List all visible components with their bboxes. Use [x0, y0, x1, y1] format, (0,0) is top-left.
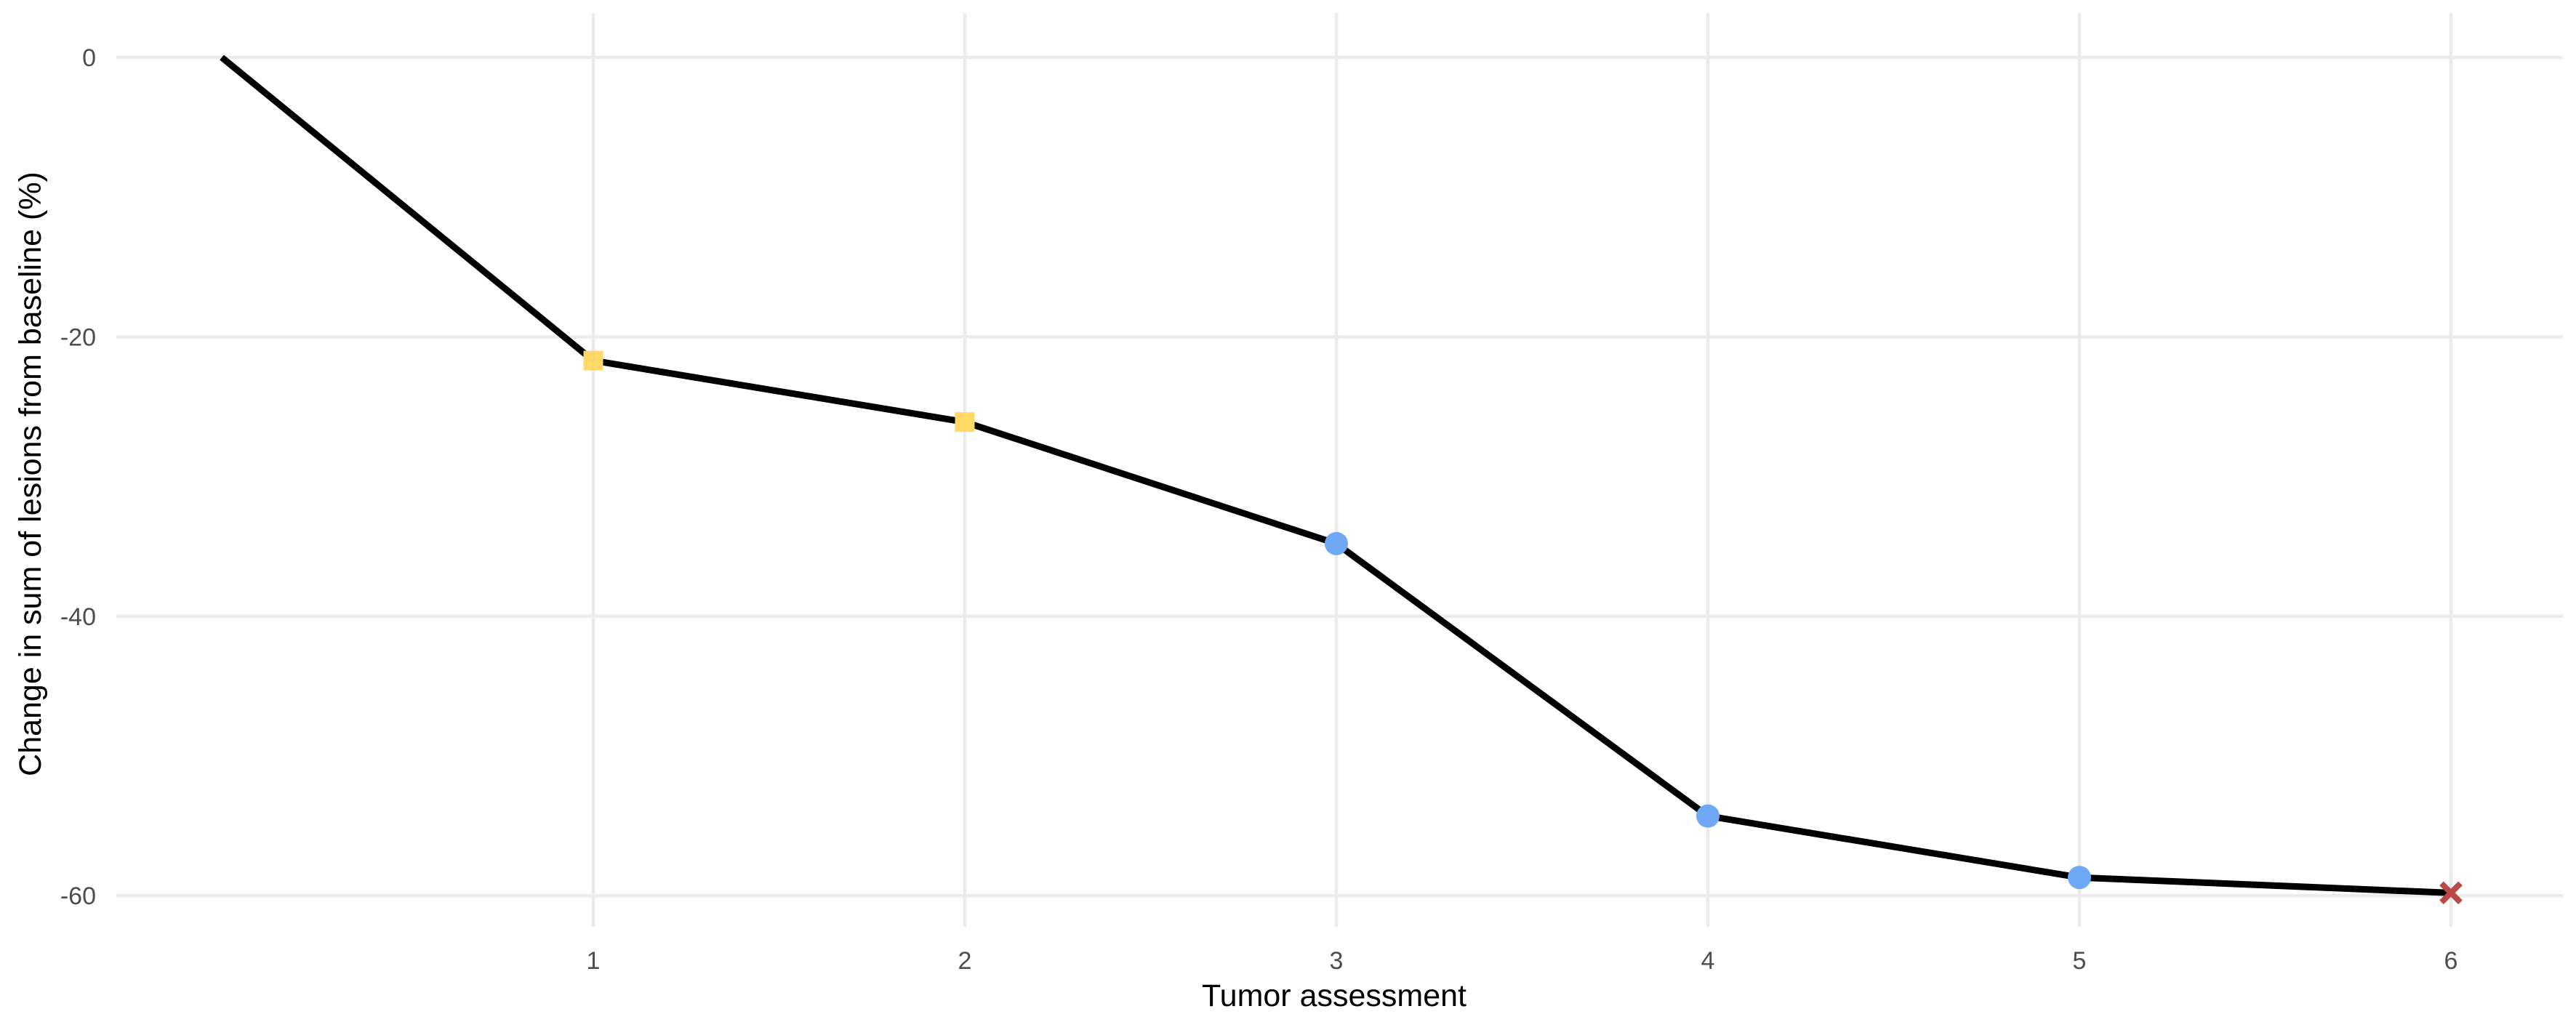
x-tick-label: 3 — [1330, 947, 1344, 975]
y-tick-label: -20 — [60, 323, 96, 351]
grid — [116, 13, 2563, 927]
x-tick-label: 2 — [958, 947, 972, 975]
circle-marker — [1325, 531, 1348, 555]
circle-marker — [1696, 804, 1720, 828]
x-axis-title: Tumor assessment — [1202, 978, 1466, 1013]
x-tick-label: 1 — [587, 947, 601, 975]
x-tick-label: 5 — [2073, 947, 2087, 975]
markers — [583, 350, 2463, 905]
square-marker — [955, 412, 975, 432]
y-axis-title: Change in sum of lesions from baseline (… — [13, 172, 48, 776]
tick-labels: 0 -20 -40 -60 1 2 3 4 5 6 — [60, 44, 2458, 975]
y-tick-label: -60 — [60, 882, 96, 910]
circle-marker — [2068, 866, 2091, 890]
y-tick-label: -40 — [60, 603, 96, 631]
cross-marker — [2439, 881, 2463, 905]
x-tick-label: 4 — [1701, 947, 1715, 975]
x-tick-label: 6 — [2444, 947, 2458, 975]
square-marker — [583, 350, 603, 371]
y-tick-label: 0 — [82, 44, 96, 72]
